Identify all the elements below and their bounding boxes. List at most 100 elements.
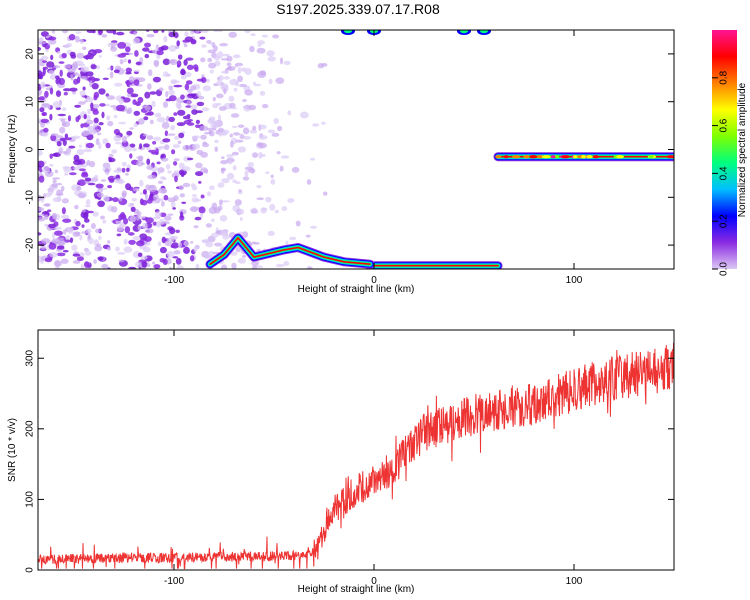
noise-dot [279, 57, 284, 65]
noise-dot [133, 122, 138, 128]
noise-dot [97, 187, 103, 194]
noise-dot [95, 138, 100, 146]
noise-dot [180, 211, 184, 219]
noise-dot [160, 157, 169, 162]
noise-dot [274, 209, 279, 214]
noise-dot [136, 156, 143, 159]
noise-dot [61, 207, 66, 215]
noise-dot [132, 147, 137, 152]
noise-dot [237, 191, 243, 195]
noise-dot [142, 47, 150, 52]
noise-dot [124, 145, 133, 152]
noise-dot [85, 119, 94, 125]
noise-dot [71, 244, 78, 251]
noise-dot [73, 260, 81, 264]
noise-dot [120, 212, 126, 220]
noise-dot [79, 75, 88, 79]
tone-blob [523, 155, 530, 159]
noise-dot [183, 156, 191, 162]
noise-dot [121, 167, 126, 173]
noise-dot [195, 263, 200, 269]
noise-dot [172, 256, 179, 259]
noise-dot [209, 185, 215, 191]
noise-dot [38, 60, 42, 63]
noise-dot [85, 199, 91, 206]
noise-dot [80, 66, 90, 73]
noise-dot [201, 44, 207, 48]
noise-dot [38, 175, 45, 183]
noise-dot [229, 133, 233, 138]
noise-dot [119, 59, 124, 65]
noise-dot [84, 218, 90, 223]
noise-dot [43, 203, 50, 207]
noise-dot [109, 42, 118, 46]
noise-dot [218, 75, 224, 81]
noise-dot [268, 78, 273, 85]
noise-dot [39, 107, 45, 113]
noise-dot [191, 135, 200, 139]
noise-dot [148, 184, 157, 192]
noise-dot [221, 178, 230, 184]
noise-dot [226, 154, 234, 158]
noise-dot [270, 174, 274, 179]
noise-dot [128, 76, 135, 83]
noise-dot [128, 203, 133, 208]
noise-dot [56, 141, 62, 147]
noise-dot [210, 121, 218, 129]
noise-dot [107, 67, 111, 70]
noise-dot [208, 130, 215, 137]
noise-dot [237, 257, 246, 264]
noise-dot [58, 61, 65, 64]
noise-dot [259, 124, 267, 130]
noise-dot [46, 61, 55, 68]
colorbar: 0.0 0.2 0.4 0.6 0.8 Normalized spectral ampl… [712, 30, 748, 276]
noise-dot [121, 161, 127, 167]
noise-dot [130, 206, 136, 212]
noise-dot [261, 207, 268, 211]
noise-dot [167, 237, 175, 243]
noise-dot [95, 183, 104, 189]
noise-dot [156, 161, 161, 165]
noise-dot [157, 241, 162, 247]
noise-dot [63, 151, 68, 155]
noise-dot [61, 121, 71, 128]
noise-dot [168, 266, 173, 269]
noise-dot [202, 85, 211, 92]
noise-dot [82, 86, 86, 91]
noise-dot [59, 126, 66, 134]
snr-series-line [38, 342, 674, 570]
noise-dot [220, 167, 225, 174]
noise-dot [64, 64, 72, 69]
noise-dot [145, 228, 154, 234]
noise-dot [95, 228, 101, 234]
noise-dot [305, 234, 311, 238]
noise-dot [267, 129, 276, 134]
noise-dot [67, 115, 72, 122]
noise-dot [73, 154, 80, 162]
noise-dot [84, 177, 92, 182]
noise-dot [321, 121, 326, 125]
noise-dot [226, 172, 235, 180]
spectral-features [205, 30, 674, 269]
y-tick-label: 0 [25, 146, 36, 152]
noise-dot [41, 103, 50, 109]
noise-dot [94, 245, 103, 252]
noise-dot [140, 162, 145, 166]
noise-dot [109, 71, 114, 79]
noise-dot [101, 111, 105, 119]
noise-dot [47, 209, 52, 212]
noise-dot [162, 101, 169, 108]
noise-dot [154, 112, 162, 118]
noise-dot [92, 211, 99, 217]
x-tick-label: -100 [164, 275, 184, 286]
noise-dot [235, 246, 242, 253]
noise-dot [57, 113, 66, 117]
page-title: S197.2025.339.07.17.R08 [276, 1, 440, 17]
noise-dot [168, 89, 175, 96]
noise-dot [96, 132, 102, 136]
noise-dot [257, 40, 266, 45]
noise-dot [200, 57, 206, 63]
noise-dot [265, 171, 270, 175]
tone-blob [535, 155, 545, 159]
noise-dot [60, 214, 70, 219]
